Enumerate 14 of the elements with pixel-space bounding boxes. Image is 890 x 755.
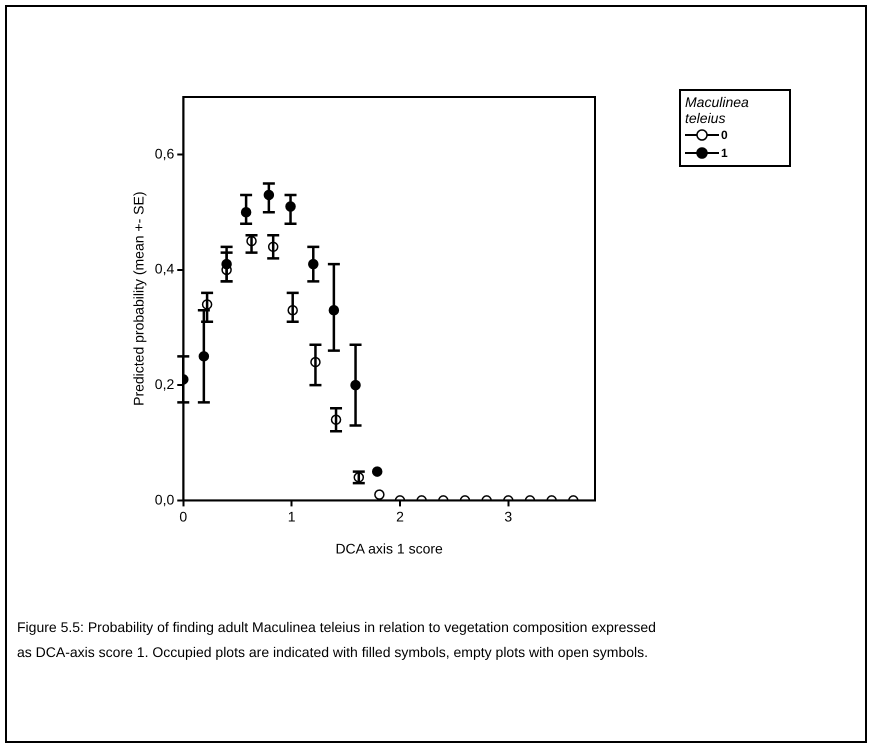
caption: Figure 5.5: Probability of finding adult Maculinea teleius in relation to vegetation composition expressed as DCA-axis score 1. Occupied plots are indicated with filled symbols, empty plots with open symbols. bbox=[17, 618, 657, 662]
legend-label: 1 bbox=[721, 146, 728, 160]
legend-title: Maculinea teleius bbox=[685, 94, 750, 126]
y-axis-title: Predicted probability (mean +- SE) bbox=[130, 192, 146, 406]
x-axis-title: DCA axis 1 score bbox=[335, 540, 444, 556]
x-tick-label: 1 bbox=[288, 508, 296, 525]
x-tick-label: 0 bbox=[179, 508, 188, 525]
y-tick-label: 0,0 bbox=[154, 491, 174, 508]
x-tick-label: 3 bbox=[504, 508, 512, 525]
y-tick-label: 0,2 bbox=[154, 376, 174, 392]
legend-label: 0 bbox=[721, 128, 728, 142]
x-tick-label: 2 bbox=[396, 508, 404, 525]
y-tick-label: 0,4 bbox=[154, 260, 174, 277]
y-tick-label: 0,6 bbox=[154, 145, 174, 162]
